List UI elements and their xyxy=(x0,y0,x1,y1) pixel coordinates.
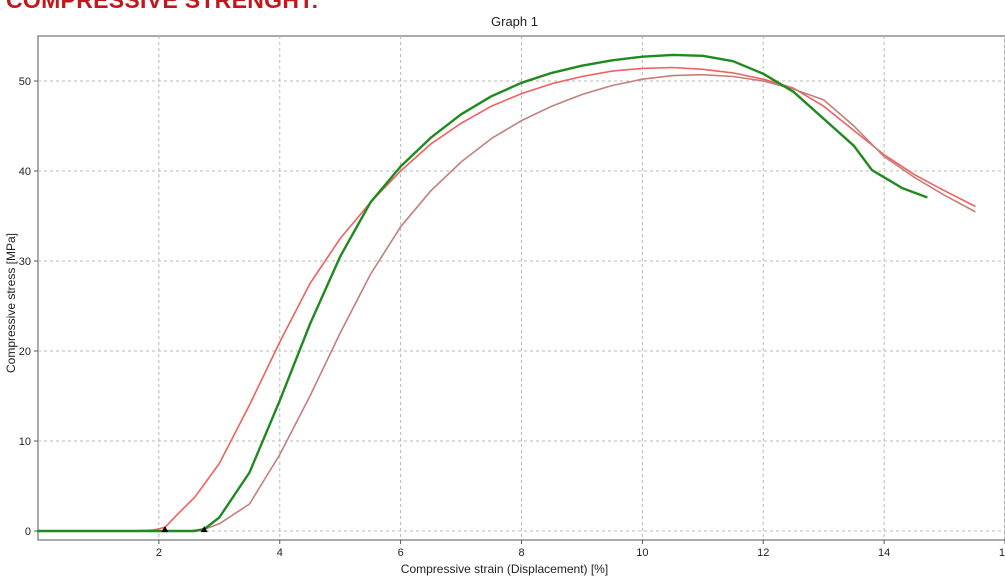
y-tick-label: 0 xyxy=(25,526,31,538)
x-tick-label: 8 xyxy=(518,547,524,559)
x-tick-label: 4 xyxy=(277,547,283,559)
series-line-3 xyxy=(36,53,928,533)
x-tick-label: 10 xyxy=(636,547,648,559)
start-markers xyxy=(161,526,208,533)
x-tick-label: 14 xyxy=(878,547,890,559)
y-axis-label: Compressive stress [MPa] xyxy=(4,233,18,373)
x-tick-label: 16 xyxy=(999,547,1005,559)
x-tick-label: 2 xyxy=(156,547,162,559)
y-tick-label: 30 xyxy=(19,256,31,268)
y-tick-label: 10 xyxy=(19,436,31,448)
chart-title: Graph 1 xyxy=(491,14,538,29)
start-marker xyxy=(161,526,169,533)
series-line-2 xyxy=(37,73,976,532)
gridlines xyxy=(38,36,1005,540)
series-line-1 xyxy=(37,66,976,532)
y-tick-label: 50 xyxy=(19,76,31,88)
data-series xyxy=(36,53,976,533)
x-tick-label: 12 xyxy=(757,547,769,559)
axis-ticks: 2 4 6 8 10 12 14 16 0 10 20 30 40 50 xyxy=(19,76,1005,559)
x-tick-label: 6 xyxy=(398,547,404,559)
start-marker xyxy=(200,526,208,533)
x-axis-label: Compressive strain (Displacement) [%] xyxy=(401,562,608,576)
y-tick-label: 40 xyxy=(19,166,31,178)
y-tick-label: 20 xyxy=(19,346,31,358)
page-heading: COMPRESSIVE STRENGHT: xyxy=(6,0,320,13)
